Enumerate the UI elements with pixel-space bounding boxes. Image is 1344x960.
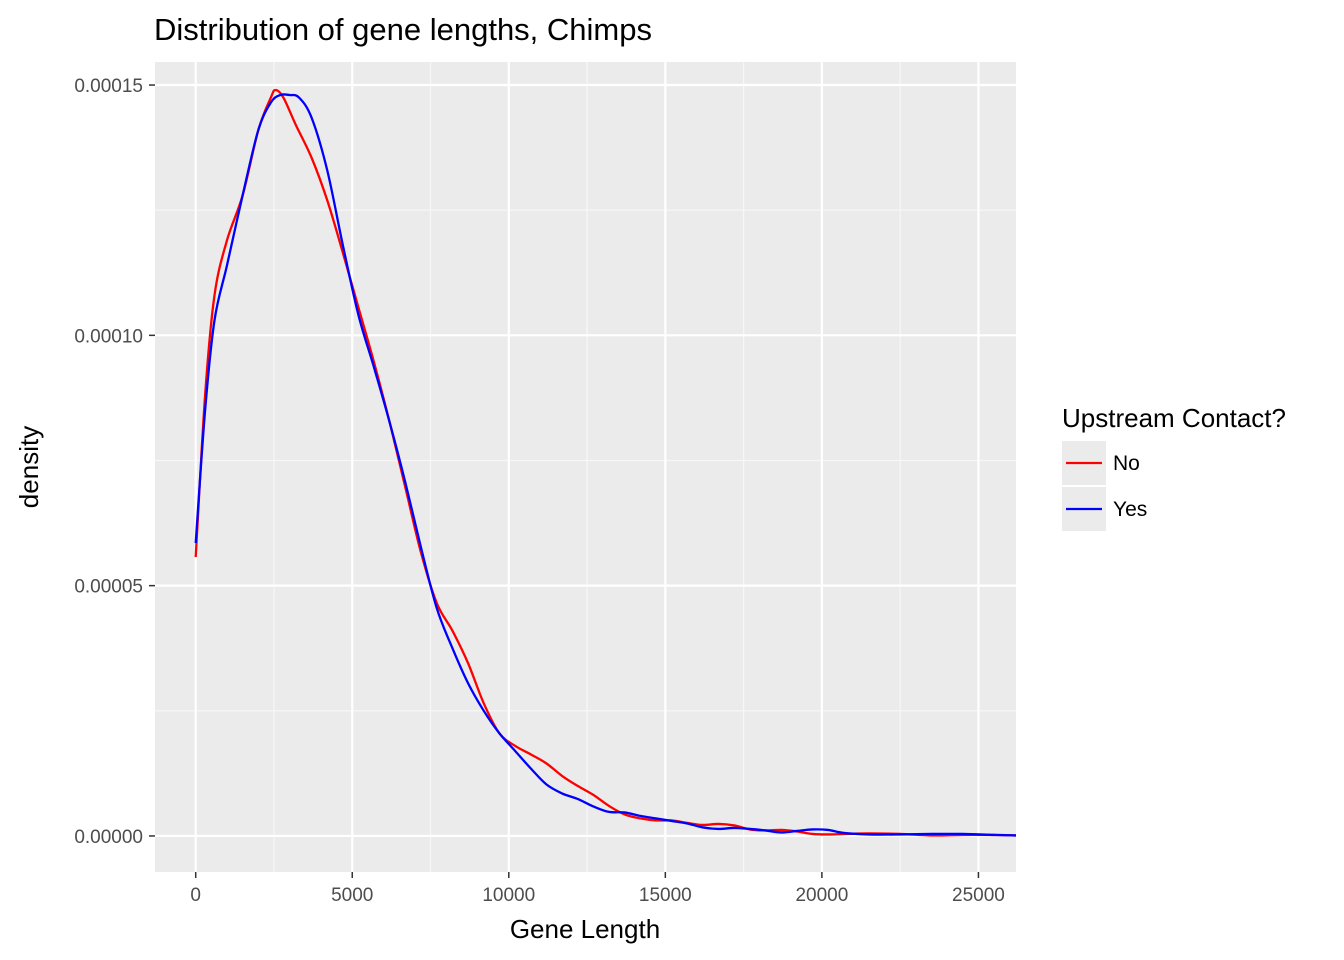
chart-title: Distribution of gene lengths, Chimps (154, 12, 652, 47)
y-tick-label: 0.00015 (74, 76, 143, 97)
series-line-no (194, 88, 1017, 837)
x-tick-label: 20000 (795, 885, 848, 906)
series-line-yes (194, 93, 1017, 837)
legend-label: Yes (1113, 498, 1147, 521)
legend-label: No (1113, 452, 1140, 475)
major-gridlines (155, 62, 1016, 872)
legend: Upstream Contact? No Yes (1062, 403, 1286, 531)
legend-item-yes: Yes (1062, 487, 1147, 531)
x-tick-label: 15000 (639, 885, 692, 906)
x-axis-title: Gene Length (510, 914, 660, 944)
y-tick-label: 0.00000 (74, 827, 143, 848)
y-tick-label: 0.00005 (74, 577, 143, 598)
y-tick-label: 0.00010 (74, 326, 143, 347)
y-axis: 0.00000 0.00005 0.00010 0.00015 (74, 76, 155, 848)
legend-title: Upstream Contact? (1062, 403, 1286, 433)
minor-gridlines (155, 62, 1016, 872)
x-tick-label: 25000 (952, 885, 1005, 906)
x-tick-label: 0 (190, 885, 201, 906)
x-tick-label: 10000 (482, 885, 535, 906)
plot-panel (155, 62, 1016, 872)
y-axis-title: density (14, 426, 44, 508)
x-tick-label: 5000 (331, 885, 373, 906)
density-curves (194, 88, 1017, 837)
legend-item-no: No (1062, 441, 1140, 485)
x-axis: 0 5000 10000 15000 20000 25000 (190, 872, 1005, 906)
